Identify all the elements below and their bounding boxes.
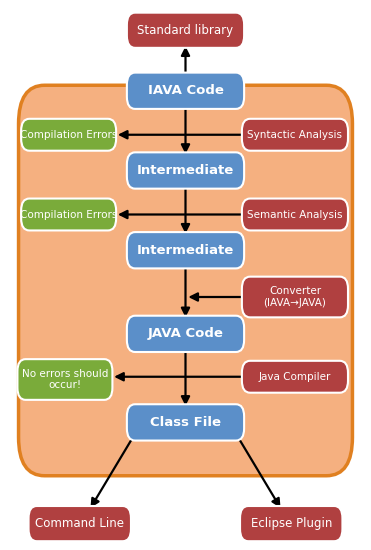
Text: Standard library: Standard library	[137, 24, 234, 37]
FancyBboxPatch shape	[240, 506, 342, 541]
FancyBboxPatch shape	[17, 359, 112, 400]
Text: IAVA Code: IAVA Code	[148, 84, 223, 97]
Text: Command Line: Command Line	[35, 517, 124, 530]
FancyBboxPatch shape	[29, 506, 131, 541]
Text: Class File: Class File	[150, 416, 221, 429]
FancyBboxPatch shape	[21, 119, 116, 151]
FancyBboxPatch shape	[127, 316, 244, 352]
FancyBboxPatch shape	[242, 119, 348, 151]
FancyBboxPatch shape	[127, 73, 244, 109]
Text: Intermediate: Intermediate	[137, 164, 234, 177]
FancyBboxPatch shape	[242, 199, 348, 230]
Text: Syntactic Analysis: Syntactic Analysis	[247, 130, 342, 140]
Text: Java Compiler: Java Compiler	[259, 372, 331, 382]
Text: Converter
(IAVA→JAVA): Converter (IAVA→JAVA)	[263, 286, 326, 308]
FancyBboxPatch shape	[242, 361, 348, 393]
Text: Compilation Errors: Compilation Errors	[20, 210, 117, 219]
Text: JAVA Code: JAVA Code	[148, 327, 223, 340]
FancyBboxPatch shape	[127, 13, 244, 48]
FancyBboxPatch shape	[127, 404, 244, 441]
FancyBboxPatch shape	[127, 232, 244, 268]
FancyBboxPatch shape	[127, 152, 244, 189]
Text: Semantic Analysis: Semantic Analysis	[247, 210, 343, 219]
FancyBboxPatch shape	[242, 277, 348, 317]
Text: Compilation Errors: Compilation Errors	[20, 130, 117, 140]
FancyBboxPatch shape	[21, 199, 116, 230]
Text: Intermediate: Intermediate	[137, 244, 234, 257]
Text: Eclipse Plugin: Eclipse Plugin	[250, 517, 332, 530]
FancyBboxPatch shape	[19, 85, 352, 476]
Text: No errors should
occur!: No errors should occur!	[22, 368, 108, 390]
